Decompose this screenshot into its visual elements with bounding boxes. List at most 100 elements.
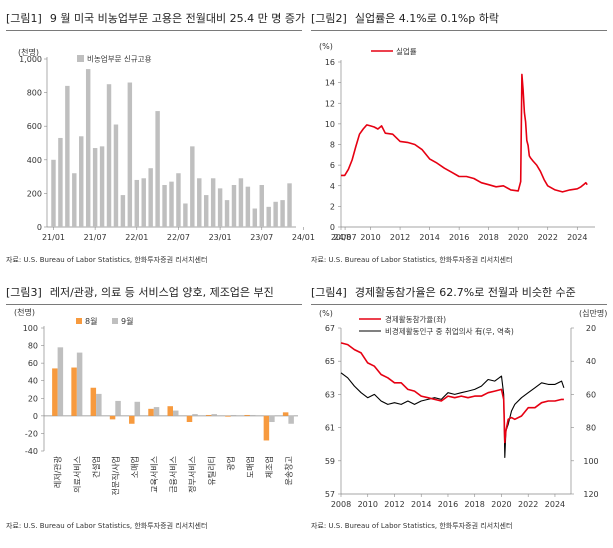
figure-1-source: 자료: U.S. Bureau of Labor Statistics, 한화투… — [6, 256, 208, 264]
payroll-bar — [134, 179, 140, 227]
aug-bar — [52, 368, 58, 416]
payroll-bar — [280, 200, 285, 227]
aug-bar — [148, 408, 154, 416]
payroll-bar — [259, 185, 264, 227]
payroll-bar — [224, 200, 230, 227]
payroll-bar — [238, 178, 244, 227]
x-tick-label: 2012 — [390, 233, 410, 242]
x-tick-label: 24/01 — [292, 233, 315, 242]
x-tick-label: 22/01 — [125, 233, 148, 242]
figure-4-title-text: 경제활동참가율은 62.7%로 전월과 비슷한 수준 — [354, 286, 576, 299]
payroll-bar — [273, 201, 278, 227]
payroll-bar — [148, 168, 153, 227]
y-tick-label: 12 — [325, 99, 335, 108]
figure-4-panel: [그림4] 경제활동참가율은 62.7%로 전월과 비슷한 수준 (%) (십만명)… — [309, 278, 609, 548]
payroll-bar — [197, 178, 202, 227]
figure-4-source: 자료: U.S. Bureau of Labor Statistics, 한화투… — [311, 522, 513, 530]
payroll-bar — [72, 173, 77, 227]
x-tick-label: 2018 — [465, 500, 485, 509]
figure-2-panel: [그림2] 실업률은 4.1%로 0.1%p 하락 (%) 0 2 4 6 8 10 12 14 1… — [309, 4, 609, 274]
payroll-bar — [127, 82, 133, 228]
aug-bar — [90, 387, 97, 416]
category-label: 운송창고 — [284, 456, 293, 485]
legend-label: 비경제활동인구 중 취업의사 有(우, 역축) — [385, 326, 514, 336]
legend-label: 실업률 — [396, 46, 417, 56]
payroll-bar — [203, 195, 209, 227]
aug-bar — [109, 415, 116, 420]
category-label: 도매업 — [246, 456, 255, 478]
y-tick-label: 0 — [330, 223, 335, 232]
y-unit-label: (천명) — [18, 47, 39, 57]
x-tick-label: 2022 — [538, 233, 558, 242]
y-tick-label: 16 — [325, 58, 335, 67]
x-tick-label: 21/01 — [42, 233, 65, 242]
right-y-tick-label: 40 — [586, 357, 596, 366]
payroll-bar — [287, 183, 292, 227]
legend-label: 8월 — [85, 316, 97, 326]
figure-2-rule — [311, 30, 607, 31]
unemployment-line — [341, 73, 588, 193]
right-y-tick-label: 80 — [586, 424, 596, 433]
sep-bar — [115, 400, 121, 416]
legend-swatch — [76, 318, 82, 324]
payroll-bar — [231, 185, 237, 227]
figure-2-tag: [그림2] — [311, 12, 347, 25]
category-label: 유틸리티 — [206, 456, 216, 485]
x-tick-label: 2024 — [567, 233, 587, 242]
payroll-bar — [65, 85, 70, 227]
payroll-bar — [169, 181, 174, 227]
y-unit-label: (%) — [319, 42, 333, 51]
category-label: 레저/관광 — [53, 455, 63, 488]
y-tick-label: 80 — [28, 342, 38, 351]
participation-line-chart: (%) (십만명) 57 59 61 63 65 67 20 40 60 80 100 120 2008 20… — [319, 308, 607, 509]
category-label: 소매업 — [131, 456, 140, 478]
sep-bar — [76, 352, 83, 416]
y-unit-label: (천명) — [14, 307, 35, 317]
category-label: 건설업 — [91, 456, 101, 478]
payroll-bar — [58, 137, 63, 227]
y-tick-label: 60 — [28, 359, 38, 368]
aug-bar — [282, 412, 289, 416]
right-y-tick-label: 60 — [586, 390, 596, 399]
discouraged-workers-line — [340, 372, 565, 459]
legend-label: 9월 — [121, 316, 133, 326]
payroll-bar — [155, 111, 160, 227]
sector-bar-chart: (천명) -40 -20 0 20 40 60 80 100 레저/관광 의료서비스 건설업 전문직/사… — [14, 307, 298, 496]
aug-bar — [244, 414, 250, 416]
sep-bar — [230, 414, 237, 416]
right-y-tick-label: 120 — [583, 490, 598, 499]
figure-4-rule — [311, 304, 607, 305]
y-tick-label: 6 — [330, 161, 335, 170]
x-tick-label: 2014 — [411, 500, 431, 509]
left-y-tick-label: 65 — [325, 357, 335, 366]
payroll-bar — [141, 178, 146, 227]
figure-2-source: 자료: U.S. Bureau of Labor Statistics, 한화투… — [311, 256, 513, 264]
payroll-bar — [217, 188, 223, 227]
x-tick-label: 2010 — [358, 500, 378, 509]
x-tick-label: 2016 — [438, 500, 458, 509]
y-tick-label: 10 — [325, 120, 335, 129]
legend-swatch — [77, 55, 84, 62]
unemployment-line-chart: (%) 0 2 4 6 8 10 12 14 16 2008 2010 2012 2014 2016 2018… — [319, 42, 595, 242]
right-unit-label: (십만명) — [579, 308, 607, 318]
y-tick-label: 40 — [28, 377, 38, 386]
figure-1-tag: [그림1] — [6, 12, 42, 25]
payroll-bar — [252, 208, 258, 227]
y-tick-label: 2 — [330, 202, 335, 211]
y-tick-label: -20 — [25, 429, 38, 438]
figure-1-panel: [그림1] 9 월 미국 비농업부문 고용은 전월대비 25.4 만 명 증가 (… — [4, 4, 357, 274]
payroll-bar — [92, 148, 98, 227]
category-label: 의료서비스 — [72, 456, 82, 493]
figure-3-title: [그림3] 레저/관광, 의료 등 서비스업 양호, 제조업은 부진 — [6, 284, 274, 300]
sep-bar — [96, 393, 102, 416]
category-label: 제조업 — [265, 456, 274, 478]
figure-3-rule — [6, 304, 302, 305]
x-tick-label: 2024 — [545, 500, 565, 509]
figure-4-title: [그림4] 경제활동참가율은 62.7%로 전월과 비슷한 수준 — [311, 284, 576, 300]
sep-bar — [249, 414, 256, 416]
x-tick-label: 2016 — [449, 233, 469, 242]
y-tick-label: 0 — [37, 223, 42, 232]
left-y-tick-label: 57 — [325, 490, 335, 499]
sep-bar — [269, 415, 275, 423]
y-tick-label: 600 — [27, 122, 42, 131]
